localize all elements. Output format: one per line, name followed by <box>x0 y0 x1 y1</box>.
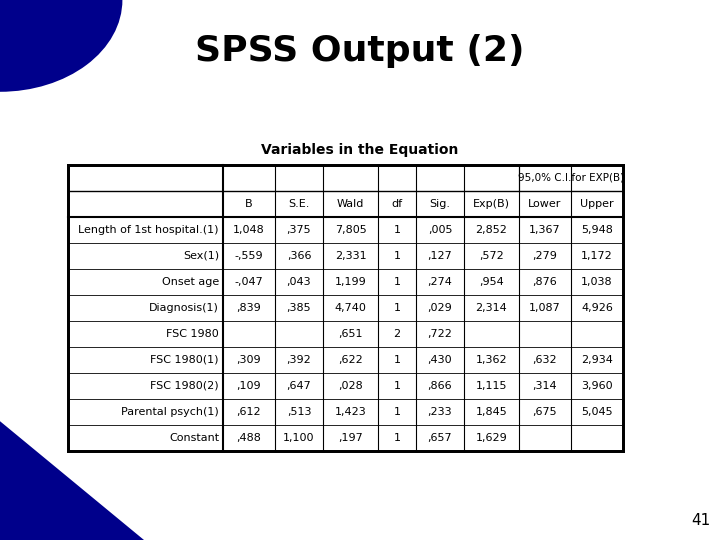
Text: 1,172: 1,172 <box>581 251 613 261</box>
Text: FSC 1980(1): FSC 1980(1) <box>150 355 219 365</box>
Text: 2: 2 <box>393 329 400 339</box>
Text: ,274: ,274 <box>428 277 452 287</box>
Text: Diagnosis(1): Diagnosis(1) <box>149 303 219 313</box>
Text: ,366: ,366 <box>287 251 311 261</box>
Text: 1,115: 1,115 <box>476 381 508 391</box>
Text: ,876: ,876 <box>533 277 557 287</box>
Text: ,043: ,043 <box>287 277 311 287</box>
Text: 1,362: 1,362 <box>476 355 508 365</box>
Text: ,651: ,651 <box>338 329 363 339</box>
Text: ,488: ,488 <box>237 433 261 443</box>
Text: -,047: -,047 <box>235 277 264 287</box>
Text: S.E.: S.E. <box>288 199 310 209</box>
Text: ,513: ,513 <box>287 407 311 417</box>
Text: ,866: ,866 <box>428 381 452 391</box>
Text: B: B <box>246 199 253 209</box>
Text: ,314: ,314 <box>533 381 557 391</box>
Text: ,612: ,612 <box>237 407 261 417</box>
Text: ,657: ,657 <box>428 433 452 443</box>
Text: 1: 1 <box>394 433 400 443</box>
Text: 5,045: 5,045 <box>581 407 613 417</box>
Text: 3,960: 3,960 <box>581 381 613 391</box>
Text: ,430: ,430 <box>428 355 452 365</box>
Text: Upper: Upper <box>580 199 614 209</box>
Text: Onset age: Onset age <box>162 277 219 287</box>
Text: 4,926: 4,926 <box>581 303 613 313</box>
Text: 2,331: 2,331 <box>335 251 366 261</box>
Text: ,109: ,109 <box>237 381 261 391</box>
Text: ,127: ,127 <box>428 251 452 261</box>
Text: 2,934: 2,934 <box>581 355 613 365</box>
Text: 1,048: 1,048 <box>233 225 265 235</box>
Text: ,279: ,279 <box>533 251 557 261</box>
Text: ,722: ,722 <box>428 329 452 339</box>
Text: 1,038: 1,038 <box>581 277 613 287</box>
Text: ,233: ,233 <box>428 407 452 417</box>
Text: 1: 1 <box>394 303 400 313</box>
Text: ,572: ,572 <box>479 251 504 261</box>
Text: 7,805: 7,805 <box>335 225 366 235</box>
Text: 41: 41 <box>690 513 710 528</box>
Text: ,632: ,632 <box>533 355 557 365</box>
Text: Parental psych(1): Parental psych(1) <box>121 407 219 417</box>
Text: Wald: Wald <box>337 199 364 209</box>
Text: 4,740: 4,740 <box>335 303 366 313</box>
Text: 1,367: 1,367 <box>529 225 561 235</box>
Text: 1,199: 1,199 <box>335 277 366 287</box>
Text: 1,087: 1,087 <box>529 303 561 313</box>
Text: ,647: ,647 <box>287 381 311 391</box>
Text: 1: 1 <box>394 407 400 417</box>
Text: 95,0% C.I.for EXP(B): 95,0% C.I.for EXP(B) <box>518 173 624 183</box>
Text: Length of 1st hospital.(1): Length of 1st hospital.(1) <box>78 225 219 235</box>
Text: 1,100: 1,100 <box>283 433 315 443</box>
Text: ,005: ,005 <box>428 225 452 235</box>
Text: 1,423: 1,423 <box>335 407 366 417</box>
Text: ,197: ,197 <box>338 433 363 443</box>
Text: ,309: ,309 <box>237 355 261 365</box>
Text: ,954: ,954 <box>479 277 504 287</box>
Text: 2,314: 2,314 <box>476 303 508 313</box>
Text: 2,852: 2,852 <box>476 225 508 235</box>
Text: 1: 1 <box>394 381 400 391</box>
Text: FSC 1980: FSC 1980 <box>166 329 219 339</box>
Text: ,029: ,029 <box>428 303 452 313</box>
Text: Variables in the Equation: Variables in the Equation <box>261 143 459 157</box>
Text: df: df <box>392 199 402 209</box>
Text: 1,845: 1,845 <box>476 407 508 417</box>
Text: FSC 1980(2): FSC 1980(2) <box>150 381 219 391</box>
Text: ,675: ,675 <box>533 407 557 417</box>
Text: 5,948: 5,948 <box>581 225 613 235</box>
Bar <box>68 165 623 451</box>
Text: 1: 1 <box>394 251 400 261</box>
Text: SPSS Output (2): SPSS Output (2) <box>195 35 525 68</box>
Text: Lower: Lower <box>528 199 562 209</box>
Text: 1,629: 1,629 <box>476 433 508 443</box>
Text: Sig.: Sig. <box>430 199 451 209</box>
Text: Constant: Constant <box>169 433 219 443</box>
Text: ,622: ,622 <box>338 355 363 365</box>
Text: 1: 1 <box>394 277 400 287</box>
Text: 1: 1 <box>394 355 400 365</box>
Text: ,385: ,385 <box>287 303 311 313</box>
Text: ,392: ,392 <box>287 355 311 365</box>
Text: ,839: ,839 <box>237 303 261 313</box>
Text: ,375: ,375 <box>287 225 311 235</box>
Text: Sex(1): Sex(1) <box>183 251 219 261</box>
Text: -,559: -,559 <box>235 251 264 261</box>
Text: Exp(B): Exp(B) <box>473 199 510 209</box>
Text: ,028: ,028 <box>338 381 363 391</box>
Text: 1: 1 <box>394 225 400 235</box>
